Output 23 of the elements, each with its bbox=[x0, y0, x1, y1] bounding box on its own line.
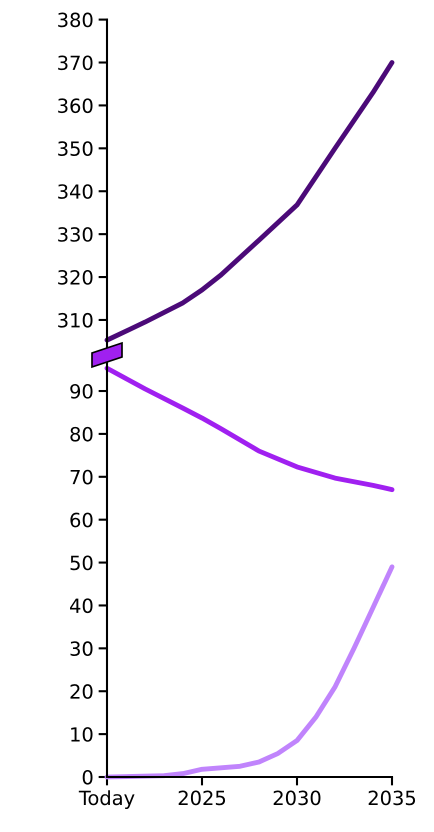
y-tick-label: 10 bbox=[71, 727, 93, 742]
y-tick-label: 20 bbox=[70, 684, 93, 699]
y-tick-label: 40 bbox=[70, 598, 93, 614]
x-tick-label: 2025 bbox=[178, 790, 226, 806]
y-tick-label: 320 bbox=[58, 270, 93, 285]
y-tick-label: 90 bbox=[70, 384, 93, 399]
x-tick-label: 2035 bbox=[368, 790, 416, 806]
y-tick-label: 310 bbox=[58, 312, 93, 328]
y-tick-label: 50 bbox=[70, 556, 93, 570]
y-tick-label: 30 bbox=[70, 641, 93, 656]
y-tick-label: 60 bbox=[70, 512, 93, 528]
y-tick-label: 0 bbox=[82, 770, 93, 785]
x-tick-label: 2030 bbox=[274, 790, 320, 806]
y-tick-label: 340 bbox=[58, 184, 93, 199]
line-series bbox=[104, 60, 394, 343]
y-tick-label: 80 bbox=[70, 426, 93, 442]
y-tick-label: 380 bbox=[58, 12, 93, 28]
y-tick-label: 350 bbox=[58, 141, 93, 156]
x-tick-label: Today bbox=[78, 790, 135, 810]
y-tick-label: 360 bbox=[58, 98, 93, 114]
y-tick-label: 370 bbox=[58, 55, 93, 70]
y-tick-label: 70 bbox=[70, 470, 93, 484]
y-tick-label: 330 bbox=[58, 227, 93, 242]
